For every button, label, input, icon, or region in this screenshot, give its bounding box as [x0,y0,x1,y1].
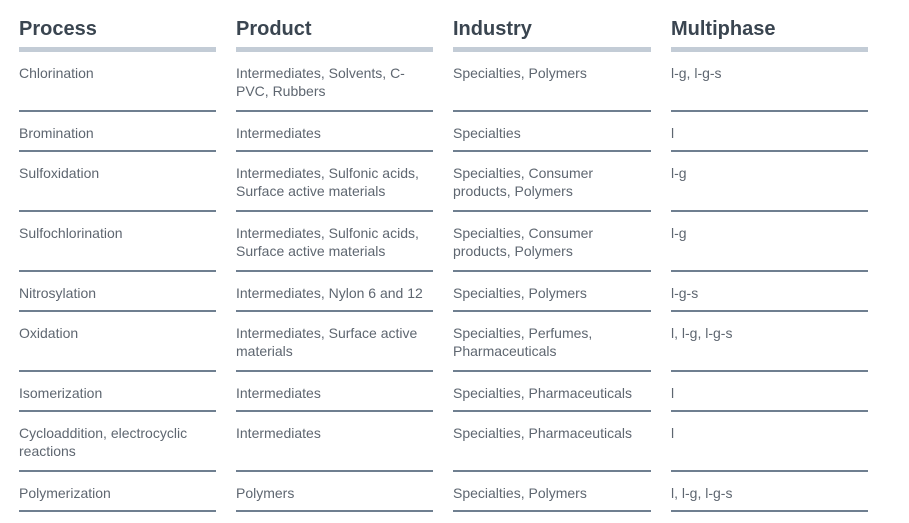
cell-product: Intermediates, Sulfonic acids, Surface a… [236,212,433,272]
table-row: Bromination Intermediates Specialties l [19,112,868,152]
cell-industry: Specialties, Perfumes, Pharmaceuticals [453,312,651,372]
cell-product: Polymers [236,472,433,512]
cell-product: Intermediates [236,372,433,412]
table-row: Sulfoxidation Intermediates, Sulfonic ac… [19,152,868,212]
cell-industry: Specialties, Pharmaceuticals [453,372,651,412]
cell-industry: Specialties, Polymers [453,272,651,312]
cell-industry: Specialties, Polymers [453,472,651,512]
cell-process: Cycloaddition, electrocyclic reactions [19,412,216,472]
cell-product: Intermediates, Sulfonic acids, Surface a… [236,152,433,212]
cell-multiphase: l-g [671,152,868,212]
cell-multiphase: l [671,372,868,412]
cell-industry: Specialties, Polymers [453,52,651,112]
header-industry: Industry [453,14,651,52]
cell-product: Intermediates [236,412,433,472]
table-row: Oxidation Intermediates, Surface active … [19,312,868,372]
cell-product: Intermediates [236,112,433,152]
table-row: Nitrosylation Intermediates, Nylon 6 and… [19,272,868,312]
cell-product: Intermediates, Surface active materials [236,312,433,372]
cell-multiphase: l-g [671,212,868,272]
cell-industry: Specialties, Consumer products, Polymers [453,152,651,212]
cell-process: Polymerization [19,472,216,512]
cell-process: Sulfoxidation [19,152,216,212]
table-row: Chlorination Intermediates, Solvents, C-… [19,52,868,112]
table-row: Polymerization Polymers Specialties, Pol… [19,472,868,512]
cell-process: Chlorination [19,52,216,112]
cell-multiphase: l, l-g, l-g-s [671,312,868,372]
cell-multiphase: l [671,112,868,152]
cell-process: Bromination [19,112,216,152]
cell-multiphase: l-g, l-g-s [671,52,868,112]
cell-process: Oxidation [19,312,216,372]
cell-industry: Specialties, Consumer products, Polymers [453,212,651,272]
table-header-row: Process Product Industry Multiphase [19,14,868,52]
cell-product: Intermediates, Solvents, C-PVC, Rubbers [236,52,433,112]
cell-multiphase: l [671,412,868,472]
cell-multiphase: l, l-g, l-g-s [671,472,868,512]
table-row: Isomerization Intermediates Specialties,… [19,372,868,412]
cell-industry: Specialties [453,112,651,152]
cell-product: Intermediates, Nylon 6 and 12 [236,272,433,312]
cell-process: Isomerization [19,372,216,412]
cell-multiphase: l-g-s [671,272,868,312]
table-row: Sulfochlorination Intermediates, Sulfoni… [19,212,868,272]
cell-process: Sulfochlorination [19,212,216,272]
header-multiphase: Multiphase [671,14,868,52]
cell-process: Nitrosylation [19,272,216,312]
table-row: Cycloaddition, electrocyclic reactions I… [19,412,868,472]
cell-industry: Specialties, Pharmaceuticals [453,412,651,472]
header-process: Process [19,14,216,52]
process-table: Process Product Industry Multiphase Chlo… [19,14,868,512]
header-product: Product [236,14,433,52]
